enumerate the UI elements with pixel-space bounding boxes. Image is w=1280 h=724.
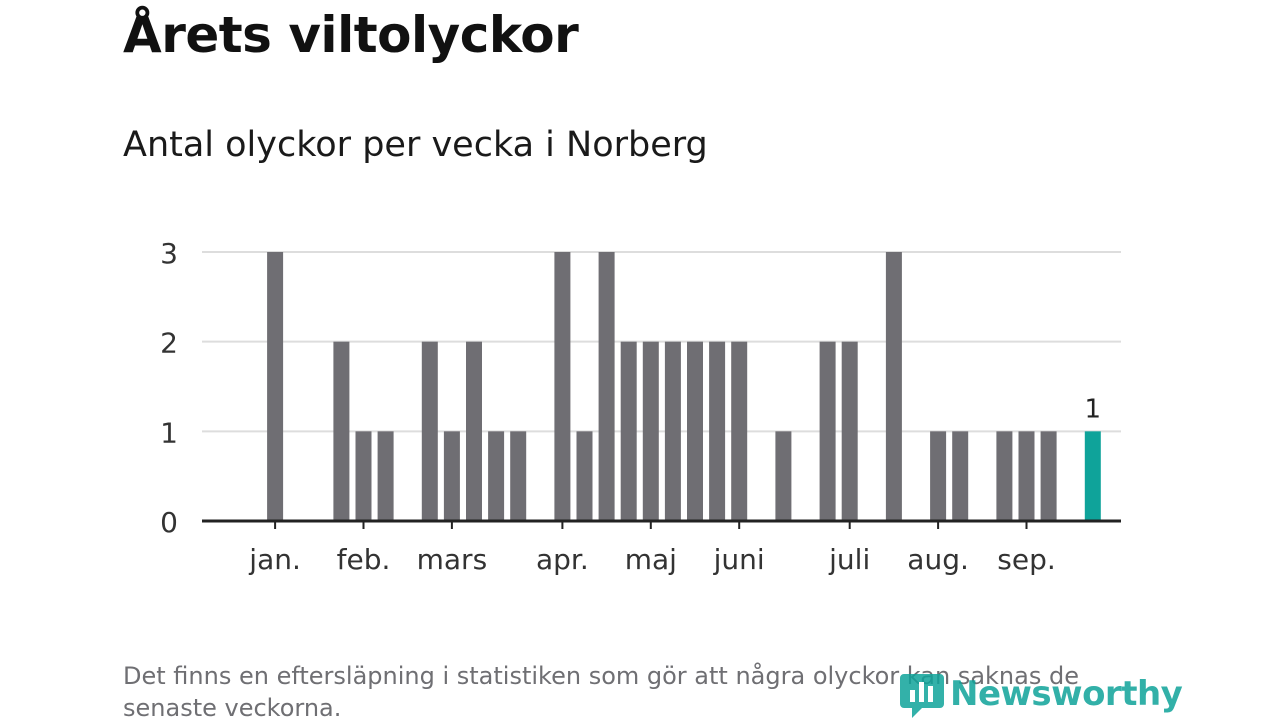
bar: [664, 341, 681, 521]
y-tick-label: 3: [160, 237, 178, 270]
brand-name: Newsworthy: [950, 674, 1183, 714]
bar: [377, 431, 394, 521]
bar: [841, 341, 858, 521]
x-tick-label: maj: [625, 543, 677, 576]
bar: [333, 341, 350, 521]
data-label: 1: [1085, 394, 1102, 424]
bar: [642, 341, 659, 521]
bar: [819, 341, 836, 521]
bar: [775, 431, 792, 521]
bar: [952, 431, 969, 521]
x-tick-label: aug.: [907, 543, 969, 576]
bar: [996, 431, 1013, 521]
bar: [488, 431, 505, 521]
x-tick-label: mars: [417, 543, 488, 576]
bar: [554, 252, 571, 521]
y-tick-label: 2: [160, 327, 178, 360]
x-tick-label: feb.: [337, 543, 391, 576]
bar: [1018, 431, 1035, 521]
bar-chart: 0 1 2 3 1 jan. feb. mars apr. maj juni juli aug. sep.: [160, 237, 1121, 576]
bar: [709, 341, 726, 521]
newsworthy-logo-icon: [900, 674, 944, 718]
bar: [510, 431, 527, 521]
axis-labels: 0 1 2 3 1 jan. feb. mars apr. maj juni juli aug. sep.: [160, 237, 1101, 576]
chart-subtitle: Antal olyckor per vecka i Norberg: [123, 125, 708, 165]
y-tick-label: 0: [160, 506, 178, 539]
bar: [267, 252, 284, 521]
bar: [421, 341, 438, 521]
bar: [576, 431, 593, 521]
bar: [930, 431, 947, 521]
x-tick-label: juli: [828, 543, 870, 576]
x-tick-label: jan.: [248, 543, 301, 576]
chart-title: Årets viltolyckor: [123, 6, 579, 64]
newsworthy-logo[interactable]: Newsworthy: [900, 668, 1183, 720]
bar: [443, 431, 460, 521]
bar: [1040, 431, 1057, 521]
bar: [598, 252, 615, 521]
bar: [620, 341, 637, 521]
bar: [466, 341, 482, 521]
x-tick-label: sep.: [997, 543, 1056, 576]
bar-current-week: [1084, 431, 1101, 521]
bar: [355, 431, 372, 521]
x-tick-label: apr.: [536, 543, 589, 576]
bar: [885, 252, 902, 521]
bar: [687, 341, 703, 521]
bar: [731, 341, 748, 521]
y-tick-label: 1: [160, 416, 178, 449]
bars: [267, 252, 1101, 521]
x-tick-label: juni: [713, 543, 765, 576]
axes: [202, 519, 1121, 529]
